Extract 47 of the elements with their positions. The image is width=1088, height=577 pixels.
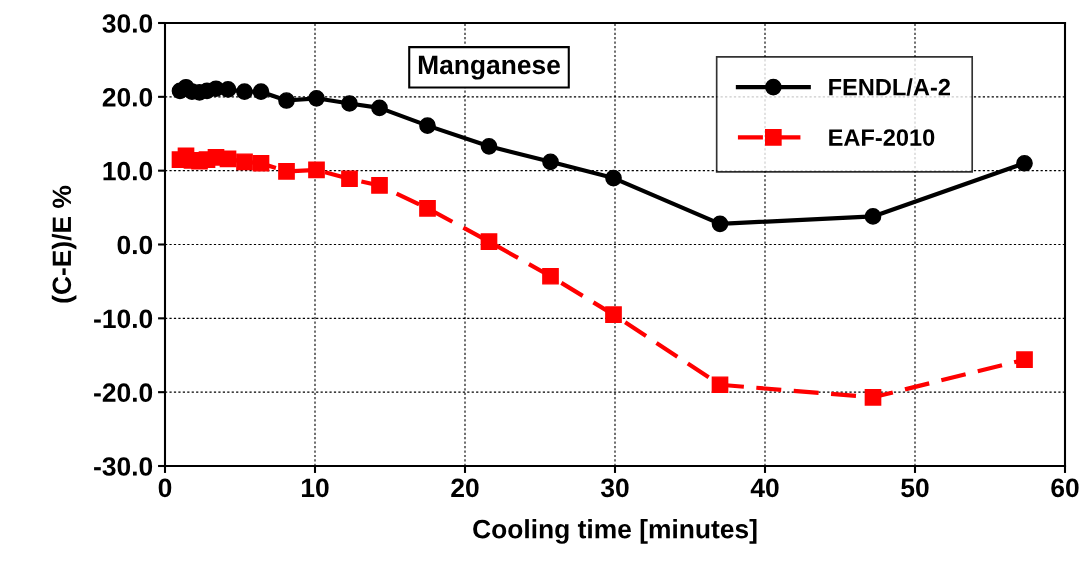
point [236, 83, 253, 100]
point [711, 376, 729, 394]
x-tick-label: 60 [1051, 478, 1079, 498]
legend-label: FENDL/A-2 [829, 78, 950, 96]
point [252, 154, 270, 172]
point [1016, 351, 1033, 369]
point [542, 153, 559, 171]
point [219, 81, 237, 98]
y-tick-label: 0.0 [117, 235, 153, 255]
point [419, 117, 436, 134]
x-tick-label: 0 [158, 478, 172, 498]
point [341, 95, 358, 112]
point [371, 177, 388, 194]
text: Manganese [418, 55, 560, 80]
point [605, 306, 622, 323]
y-tick-label: -30.0 [94, 457, 153, 476]
point [480, 233, 498, 250]
point [278, 92, 295, 109]
y-tick-label: 20.0 [102, 87, 153, 107]
point [236, 153, 253, 171]
point [371, 99, 388, 117]
point [711, 215, 729, 233]
point [419, 199, 436, 217]
y-axis-title: (C-E)/E % [51, 185, 77, 303]
point [605, 169, 622, 187]
point [480, 137, 498, 155]
x-tick-label: 50 [901, 478, 929, 498]
point [341, 170, 358, 188]
y-tick-label: -20.0 [94, 383, 153, 402]
point [864, 208, 882, 225]
point [542, 267, 559, 285]
x-axis-title: Cooling time [minutes] [473, 519, 757, 544]
point [864, 389, 882, 406]
x-tick-label: 20 [451, 478, 479, 498]
y-tick-label: 30.0 [102, 14, 153, 33]
point [219, 150, 237, 168]
y-tick-label: 10.0 [103, 161, 153, 181]
point [308, 161, 325, 179]
x-tick-label: 10 [301, 478, 329, 498]
x-tick-label: 30 [600, 478, 629, 498]
point [278, 163, 295, 180]
y-tick-label: -10.0 [94, 309, 153, 329]
point [308, 89, 325, 107]
point [1016, 154, 1033, 172]
legend-label: EAF-2010 [829, 129, 935, 146]
x-tick-label: 40 [750, 478, 779, 498]
point [252, 83, 270, 100]
